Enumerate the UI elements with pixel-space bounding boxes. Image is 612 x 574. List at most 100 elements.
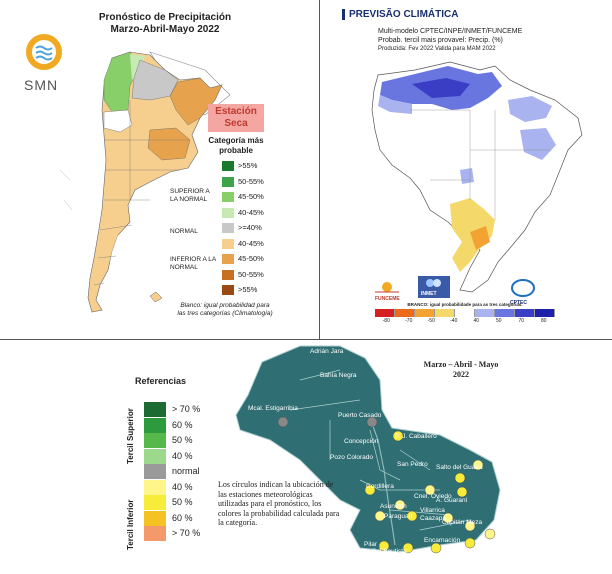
season-box-line2: Seca — [224, 118, 248, 129]
argentina-legend-row: 40-45% — [222, 238, 292, 250]
argentina-legend-row: >55% — [222, 284, 292, 296]
station-circle — [456, 486, 468, 498]
place-label: Adrián Jara — [310, 348, 344, 355]
station-circle — [277, 416, 289, 428]
paraguay-legend-row: normal — [144, 464, 224, 479]
state-borders — [410, 109, 550, 220]
legend-label: 50-55% — [238, 176, 264, 186]
legend-label: 60 % — [172, 419, 193, 430]
paraguay-legend-row: 60 % — [144, 510, 224, 526]
legend-label: > 70 % — [172, 404, 201, 414]
region-normal — [131, 59, 179, 101]
station-circle — [406, 510, 418, 522]
station-circle — [454, 472, 466, 484]
place-label: Puerto Casado — [338, 412, 382, 419]
color-bar-segment — [455, 309, 475, 317]
color-bar-tick: 50 — [495, 318, 502, 324]
legend-label: 40-45% — [238, 238, 264, 248]
legend-swatch — [144, 402, 166, 417]
brazil-subtitle-1: Multi-modelo CPTEC/INPE/INMET/FUNCEME — [378, 28, 523, 35]
region-inferior-strong-center — [147, 127, 191, 161]
color-bar-segment — [535, 309, 555, 317]
north-wet-core — [412, 78, 470, 98]
legend-swatch — [144, 479, 166, 495]
legend-swatch — [222, 176, 234, 187]
argentina-legend-row: 40-45% — [222, 207, 292, 219]
brazil-subtitle-3: Produzida: Fev 2022 Valida para MAM 2022 — [378, 46, 496, 52]
legend-swatch — [222, 285, 234, 295]
place-labels: Adrián Jara Bahía Negra Mcal. Estigarribia… — [248, 348, 483, 555]
argentina-legend-row: 45-50% — [222, 191, 292, 203]
argentina-title-line1: Pronóstico de Precipitación — [98, 12, 232, 23]
northeast-wet-light — [508, 96, 552, 122]
station-circle — [464, 520, 476, 532]
category-title: Categoría más probable — [208, 136, 264, 155]
paraguay-title-line1: Marzo – Abril - Mayo — [423, 360, 499, 369]
place-label: Caazapá — [420, 515, 446, 522]
color-bar-segment — [495, 309, 515, 317]
legend-swatch — [144, 510, 166, 526]
place-label: Pilar — [364, 541, 378, 548]
paraguay-legend-row: 40 % — [144, 479, 224, 495]
color-bar-tick: 40 — [473, 318, 480, 324]
funceme-icon — [375, 282, 399, 293]
color-bar-tick: -70 — [405, 318, 413, 324]
color-bar-segment — [475, 309, 495, 317]
brazil-color-bar — [375, 309, 555, 317]
islands — [149, 291, 163, 303]
legend-label: 50 % — [172, 497, 193, 507]
color-bar-tick: 80 — [540, 318, 547, 324]
legend-swatch — [144, 417, 166, 433]
argentina-legend-row: >55% — [222, 160, 292, 172]
place-label: Salto del Guairá — [436, 464, 483, 471]
inmet-label: INMET — [421, 291, 437, 297]
chile-border — [59, 169, 73, 211]
station-circle — [464, 537, 476, 549]
legend-label: 50-55% — [238, 269, 264, 279]
place-label: A. Guaraní — [436, 497, 468, 504]
paraguay-legend-row: 60 % — [144, 417, 224, 433]
brazil-map — [371, 61, 583, 293]
legend-label: 40-45% — [238, 207, 264, 217]
climatology-note-line2: las tres categorías (Climatología) — [177, 310, 273, 317]
funceme-logo: FUNCEME — [375, 280, 400, 302]
legend-swatch — [222, 269, 234, 280]
inmet-logo: INMET — [418, 276, 450, 298]
paraguay-river — [369, 417, 396, 546]
smn-logo-text: SMN — [24, 77, 59, 93]
cptec-label: CPTEC — [510, 300, 527, 306]
argentina-title-line2: Marzo-Abril-Mayo 2022 — [110, 24, 220, 35]
argentina-legend-row: >=40% — [222, 222, 292, 234]
legend-swatch — [144, 433, 166, 448]
place-label: Paraguarí — [384, 513, 413, 520]
argentina-legend-row: 45-50% — [222, 253, 292, 265]
north-wet-region — [378, 66, 556, 184]
region-climatology — [103, 109, 133, 133]
paraguay-panel: Referencias > 70 % 60 % 50 % 40 % normal 40 %… — [0, 340, 612, 574]
legend-label: >55% — [238, 161, 258, 170]
argentina-panel: Pronóstico de Precipitación Marzo-Abril-… — [0, 0, 320, 340]
inmet-icon — [426, 279, 441, 287]
brazil-panel: PREVISÃO CLIMÁTICA Multi-modelo CPTEC/IN… — [320, 0, 612, 340]
legend-swatch — [222, 207, 234, 218]
place-label: Pozo Colorado — [330, 454, 373, 461]
brazil-legend-note: BRANCO: igual probabilidade para as tres… — [407, 302, 523, 307]
brazil-legend-ticks: -80 -70 -50 -40 40 50 70 80 — [375, 318, 555, 324]
legend-swatch — [222, 192, 234, 202]
place-label: Encarnación — [424, 537, 461, 544]
brazil-subtitle: Multi-modelo CPTEC/INPE/INMET/FUNCEME Pr… — [378, 28, 568, 54]
legend-swatch — [222, 238, 234, 249]
group-normal: NORMAL — [170, 228, 198, 235]
legend-label: 40 % — [172, 450, 193, 461]
legend-swatch — [144, 495, 166, 510]
legend-label: >55% — [238, 285, 258, 294]
station-circle — [442, 512, 454, 524]
brazil-subtitle-2: Probab. tercil mais provavel: Precip. (%… — [378, 36, 503, 44]
place-label: S.J.Bautista — [372, 548, 407, 555]
argentina-title: Pronóstico de Precipitación Marzo-Abril-… — [70, 12, 260, 36]
legend-swatch — [222, 223, 234, 233]
color-bar-segment — [515, 309, 535, 317]
color-bar-segment — [415, 309, 435, 317]
paraguay-legend-row: 50 % — [144, 495, 224, 510]
